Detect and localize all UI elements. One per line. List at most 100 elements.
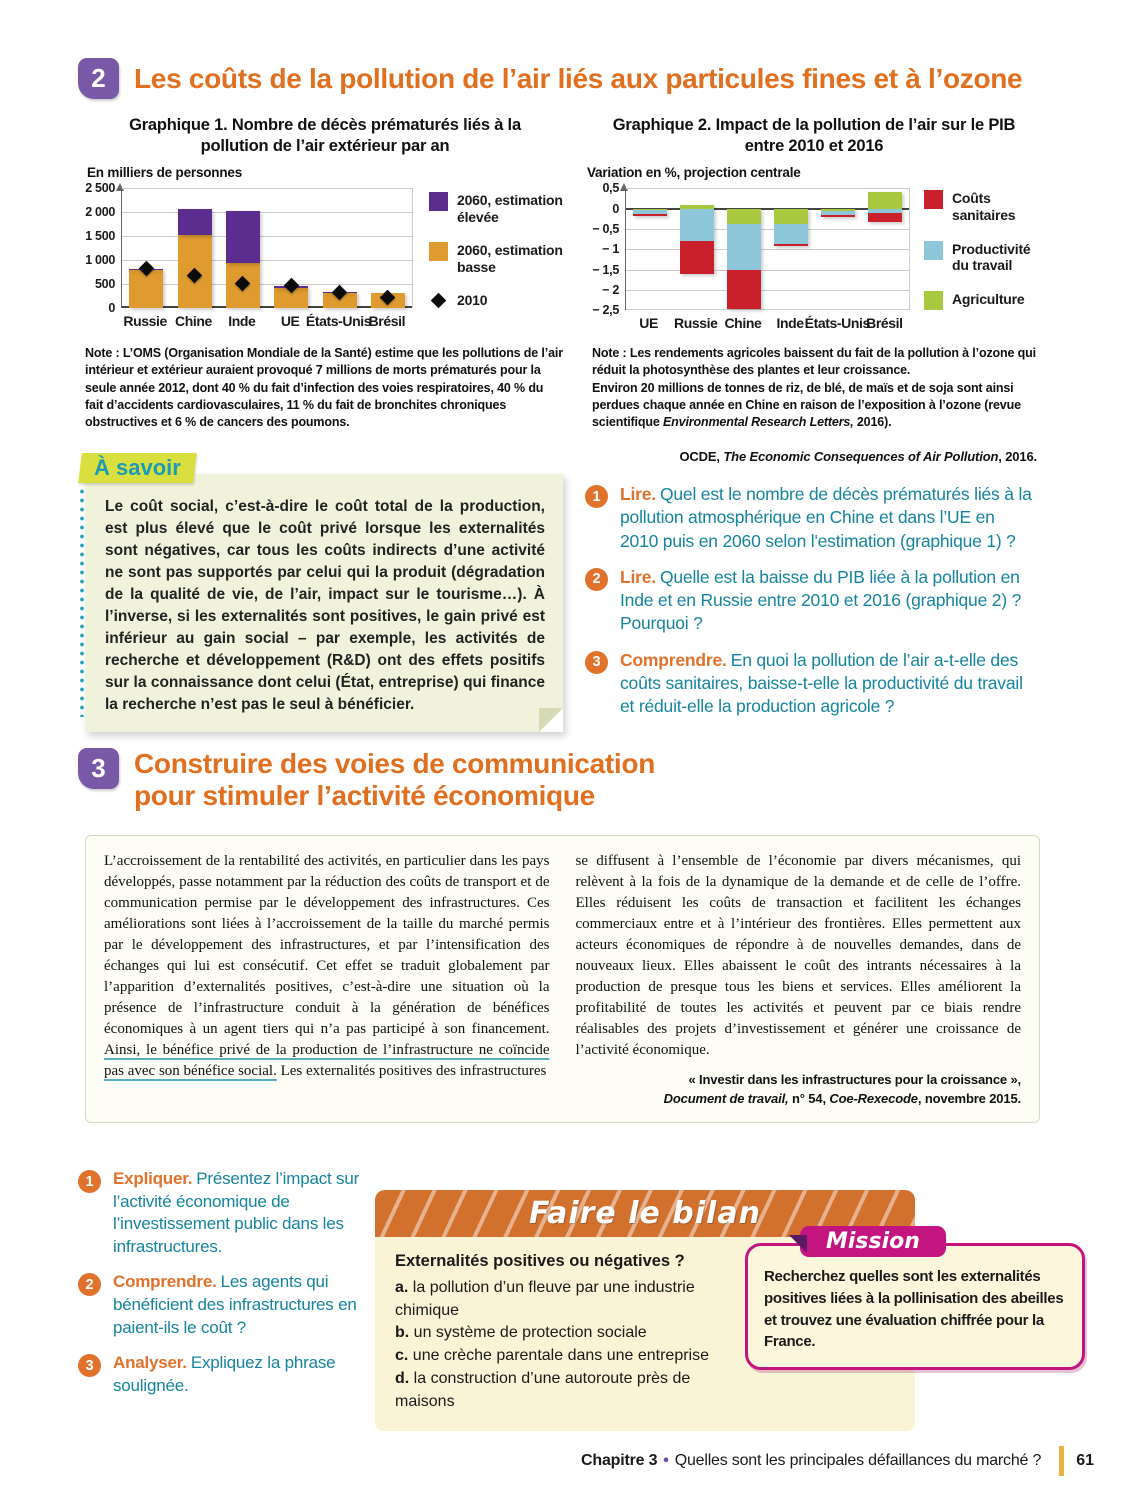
document-box: L’accroissement de la rentabilité des ac… xyxy=(85,835,1040,1123)
bilan-item-b: b. un système de protection sociale xyxy=(395,1324,647,1342)
section3-header: 3 Construire des voies de communication … xyxy=(78,748,655,811)
gridline xyxy=(122,306,412,309)
mission-text: Recherchez quelles sont les externalités… xyxy=(764,1268,1064,1351)
underlined-phrase: Ainsi, le bénéfice privé de la productio… xyxy=(104,1042,550,1079)
segment-Agriculture-Russie xyxy=(679,204,714,209)
footer-chapter-line: Chapitre 3 • Quelles sont les principales … xyxy=(581,1452,1041,1470)
x-tick-label: Chine xyxy=(175,313,212,330)
document-column-right: se diffusent à l’ensemble de l’économie … xyxy=(576,851,1022,1109)
y-tick-label: − 2 xyxy=(602,282,619,297)
segment-Agriculture-Inde xyxy=(774,208,809,224)
document-source-line1: « Investir dans les infrastructures pour… xyxy=(688,1072,1022,1087)
segment-Productivité-du-travail-Russie xyxy=(679,208,714,242)
chart1-note-text: Note : L’OMS (Organisation Mondiale de l… xyxy=(85,346,563,429)
y-tick-label: 0,5 xyxy=(602,181,620,196)
footer-accent-bar xyxy=(1059,1446,1065,1476)
footer-chapter-title: Quelles sont les principales défaillance… xyxy=(674,1452,1042,1469)
legend-label: 2010 xyxy=(457,291,488,308)
question-item: 2 Comprendre. Les agents qui bénéficient … xyxy=(78,1271,390,1339)
chart2-legend: Coûts sanitaires Productivité du travail… xyxy=(924,190,1043,311)
chart1-note: Note : L’OMS (Organisation Mondiale de l… xyxy=(85,345,563,431)
chart2-unit-label: Variation en %, projection centrale xyxy=(587,165,801,181)
chart1: Graphique 1. Nombre de décès prématurés … xyxy=(85,115,565,335)
chart2-note: Note : Les rendements agricoles baissent… xyxy=(592,345,1044,431)
legend-item-productivite: Productivité du travail xyxy=(924,240,1043,274)
gridline xyxy=(626,289,909,291)
segment-Productivité-du-travail-Brésil xyxy=(868,208,903,214)
x-tick-label: UE xyxy=(639,315,658,332)
question-number-badge: 2 xyxy=(585,567,608,591)
bar-2060-elevee-Chine xyxy=(177,209,212,235)
chart1-plot xyxy=(116,183,413,309)
chart1-unit-label: En milliers de personnes xyxy=(87,165,243,181)
document-source: « Investir dans les infrastructures pour… xyxy=(576,1071,1022,1109)
segment-Coûts-sanitaires-Russie xyxy=(679,241,714,275)
segment-Agriculture-UE xyxy=(632,208,667,211)
x-tick-label: Russie xyxy=(673,315,718,332)
x-tick-label: Inde xyxy=(228,313,256,330)
question-text: Comprendre. Les agents qui bénéficient de… xyxy=(113,1272,357,1337)
section3-questions: 1 Expliquer. Présentez l’impact sur l’act… xyxy=(78,1168,390,1410)
orange-swatch-icon xyxy=(429,241,448,261)
chart2-note-line2: Environ 20 millions de tonnes de riz, de… xyxy=(592,380,1021,430)
section3-title-line2: pour stimuler l’activité économique xyxy=(134,779,595,811)
y-tick-label: 2 000 xyxy=(85,205,115,220)
y-tick-label: 1 500 xyxy=(85,229,115,244)
question-text: Analyser. Expliquez la phrase soulignée. xyxy=(113,1353,336,1395)
question-verb: Comprendre. xyxy=(113,1272,217,1292)
journal-title: Environmental Research Letters, xyxy=(662,415,854,429)
gridline xyxy=(122,236,412,238)
question-number-badge: 1 xyxy=(585,485,608,508)
section3-title-line1: Construire des voies de communication xyxy=(134,748,656,779)
legend-item-couts-sanitaires: Coûts sanitaires xyxy=(924,190,1043,223)
chart2-note-line1: Note : Les rendements agricoles baissent… xyxy=(592,346,1036,378)
gridline xyxy=(626,188,909,190)
segment-Coûts-sanitaires-Inde xyxy=(774,243,809,246)
legend-item-estimation-elevee: 2060, estimation élevée xyxy=(429,192,565,225)
a-savoir-text: Le coût social, c’est-à-dire le coût tot… xyxy=(105,498,545,713)
y-tick-label: 1 000 xyxy=(85,253,115,268)
page-footer: Chapitre 3 • Quelles sont les principales … xyxy=(0,1446,1094,1476)
segment-Productivité-du-travail-Inde xyxy=(774,223,809,244)
gridline xyxy=(122,212,412,214)
question-number-badge: 3 xyxy=(78,1354,101,1378)
red-swatch-icon xyxy=(924,190,943,210)
a-savoir-title: À savoir xyxy=(78,453,197,483)
y-tick-label: − 1,5 xyxy=(592,262,619,277)
legend-item-agriculture: Agriculture xyxy=(924,291,1043,311)
x-tick-label: Russie xyxy=(123,313,167,330)
footer-chapter: Chapitre 3 xyxy=(581,1452,658,1469)
bar-2060-elevee-Inde xyxy=(225,210,260,264)
faire-le-bilan-title: Faire le bilan xyxy=(529,1196,761,1231)
bilan-question-heading: Externalités positives ou négatives ? xyxy=(395,1252,685,1270)
document-column-left: L’accroissement de la rentabilité des ac… xyxy=(104,853,550,1079)
legend-item-2010: 2010 xyxy=(429,292,565,309)
bilan-item-c: c. une crèche parentale dans une entrepr… xyxy=(395,1347,709,1365)
a-savoir-box: À savoir Le coût social, c’est-à-dire le… xyxy=(78,453,563,732)
bilan-item-a: a. la pollution d’un fleuve par une indu… xyxy=(395,1279,695,1319)
chart2-area: 0,5 0 − 0,5 − 1 − 1,5 − 2 − 2,5 UE Russie Chine I… xyxy=(585,181,1043,337)
question-verb: Lire. xyxy=(620,566,656,587)
document-source-line2: Document de travail, n° 54, Coe-Rexecode… xyxy=(663,1090,1022,1106)
y-tick-label: 2 500 xyxy=(85,181,115,196)
chart2-xaxis-labels: UE Russie Chine Inde États-Unis Brésil xyxy=(625,315,910,337)
chart2-plot-col: UE Russie Chine Inde États-Unis Brésil xyxy=(620,183,910,337)
section2-header: 2 Les coûts de la pollution de l’air lié… xyxy=(78,58,1023,99)
page-number: 61 xyxy=(1076,1452,1094,1469)
chart1-xaxis-labels: Russie Chine Inde UE États-Unis Brésil xyxy=(121,313,413,335)
chart1-legend: 2060, estimation élevée 2060, estimation… xyxy=(429,192,565,308)
question-text: Lire. Quel est le nombre de décès prématu… xyxy=(620,484,1032,551)
footer-bullet: • xyxy=(663,1452,669,1469)
y-tick-label: 500 xyxy=(95,277,115,292)
legend-label: Agriculture xyxy=(952,291,1025,308)
question-verb: Analyser. xyxy=(113,1353,187,1373)
section2-title: Les coûts de la pollution de l’air liés … xyxy=(134,62,1023,94)
bar-2060-basse-États-Unis xyxy=(322,292,357,309)
x-tick-label: Inde xyxy=(776,315,804,332)
question-number-badge: 3 xyxy=(585,650,608,674)
bilan-item-d: d. la construction d’une autoroute près … xyxy=(395,1369,691,1410)
question-text: Comprendre. En quoi la pollution de l’air… xyxy=(620,649,1023,717)
source-title-italic: The Economic Consequences of Air Polluti… xyxy=(723,449,999,464)
chart1-area: 2 500 2 000 1 500 1 000 500 0 Russie Chine Inde… xyxy=(85,181,565,335)
